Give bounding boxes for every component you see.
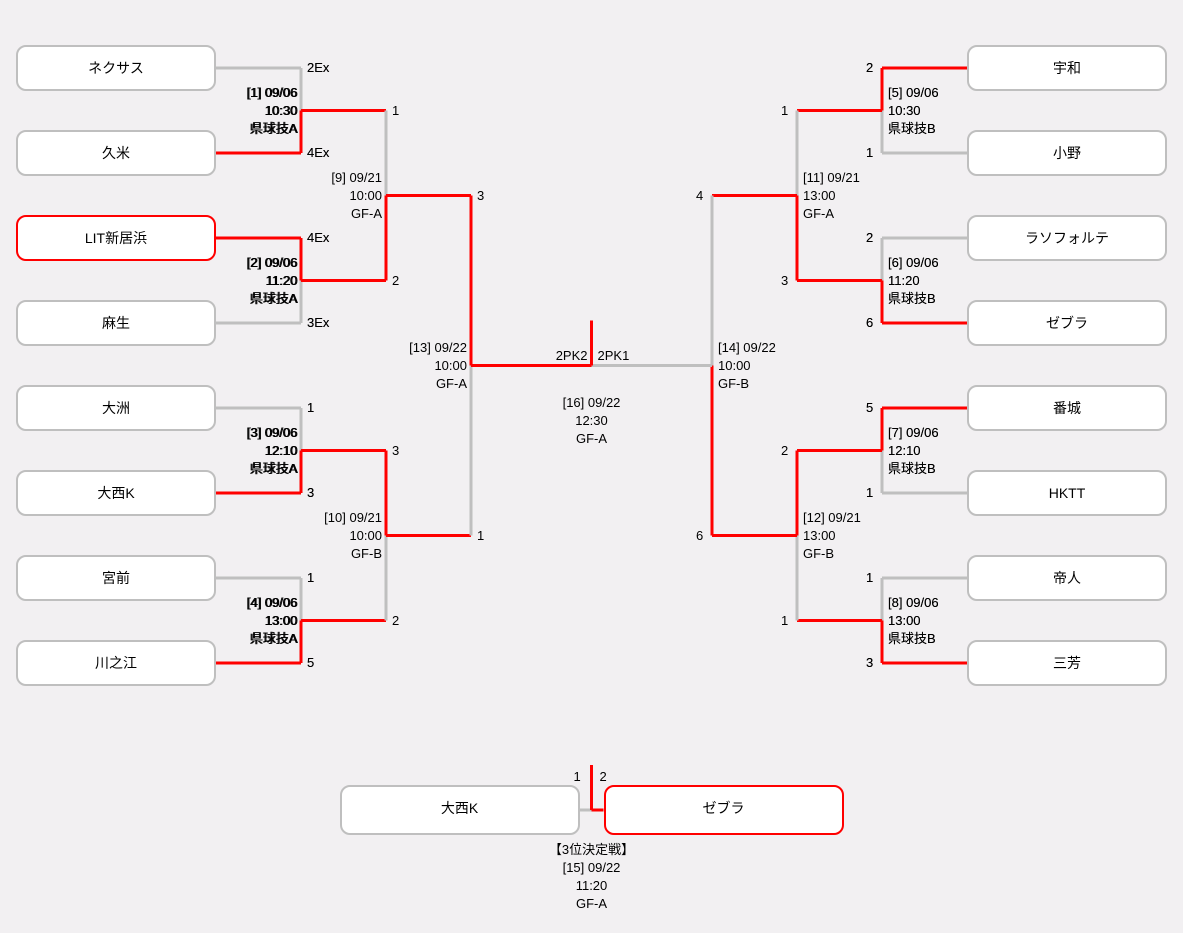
team-right-4: 番城 (967, 385, 1167, 431)
team-right-0: 宇和 (967, 45, 1167, 91)
score: 1 (307, 400, 314, 415)
score: 3 (392, 443, 399, 458)
score: 5 (307, 655, 314, 670)
score: 2 (866, 60, 873, 75)
score: 4Ex (307, 230, 329, 245)
score: 1 (392, 103, 399, 118)
match-info: [1] 09/0610:30県球技A (207, 84, 297, 138)
team-right-5: HKTT (967, 470, 1167, 516)
score: 3Ex (307, 315, 329, 330)
score: 5 (866, 400, 873, 415)
score: 2 (392, 273, 399, 288)
score: 2PK1 (598, 348, 638, 363)
match-info: [11] 09/2113:00GF-A (803, 169, 893, 223)
match-info-final: [16] 09/2212:30GF-A (542, 394, 642, 448)
team-right-3: ゼブラ (967, 300, 1167, 346)
team-left-0: ネクサス (16, 45, 216, 91)
team-right-6: 帝人 (967, 555, 1167, 601)
match-info: [13] 09/2210:00GF-A (377, 339, 467, 393)
match-info: [3] 09/0612:10県球技A (207, 424, 297, 478)
score: 2 (781, 443, 788, 458)
score: 3 (866, 655, 873, 670)
team-left-4: 大洲 (16, 385, 216, 431)
team-left-3: 麻生 (16, 300, 216, 346)
score: 3 (781, 273, 788, 288)
score: 1 (866, 570, 873, 585)
match-info-third: 【3位決定戦】[15] 09/2211:20GF-A (532, 841, 652, 913)
match-info: [12] 09/2113:00GF-B (803, 509, 893, 563)
score: 1 (781, 613, 788, 628)
score: 6 (866, 315, 873, 330)
match-info: [4] 09/0613:00県球技A (207, 594, 297, 648)
match-info: [9] 09/2110:00GF-A (292, 169, 382, 223)
score: 1 (477, 528, 484, 543)
match-info: [8] 09/0613:00県球技B (888, 594, 978, 648)
match-info: [7] 09/0612:10県球技B (888, 424, 978, 478)
team-left-7: 川之江 (16, 640, 216, 686)
score: 2 (392, 613, 399, 628)
score: 1 (781, 103, 788, 118)
score: 1 (574, 769, 581, 784)
score: 3 (477, 188, 484, 203)
score: 1 (866, 145, 873, 160)
score: 2Ex (307, 60, 329, 75)
team-right-7: 三芳 (967, 640, 1167, 686)
score: 4Ex (307, 145, 329, 160)
team-left-2: LIT新居浜 (16, 215, 216, 261)
score: 2 (600, 769, 607, 784)
match-info: [14] 09/2210:00GF-B (718, 339, 808, 393)
score: 2PK2 (548, 348, 588, 363)
third-left: 大西K (340, 785, 580, 835)
score: 1 (866, 485, 873, 500)
team-left-1: 久米 (16, 130, 216, 176)
score: 2 (866, 230, 873, 245)
team-left-6: 宮前 (16, 555, 216, 601)
score: 3 (307, 485, 314, 500)
team-right-1: 小野 (967, 130, 1167, 176)
score: 4 (696, 188, 703, 203)
third-right: ゼブラ (604, 785, 844, 835)
score: 6 (696, 528, 703, 543)
team-right-2: ラソフォルテ (967, 215, 1167, 261)
match-info: [10] 09/2110:00GF-B (292, 509, 382, 563)
match-info: [2] 09/0611:20県球技A (207, 254, 297, 308)
match-info: [5] 09/0610:30県球技B (888, 84, 978, 138)
team-left-5: 大西K (16, 470, 216, 516)
match-info: [6] 09/0611:20県球技B (888, 254, 978, 308)
score: 1 (307, 570, 314, 585)
